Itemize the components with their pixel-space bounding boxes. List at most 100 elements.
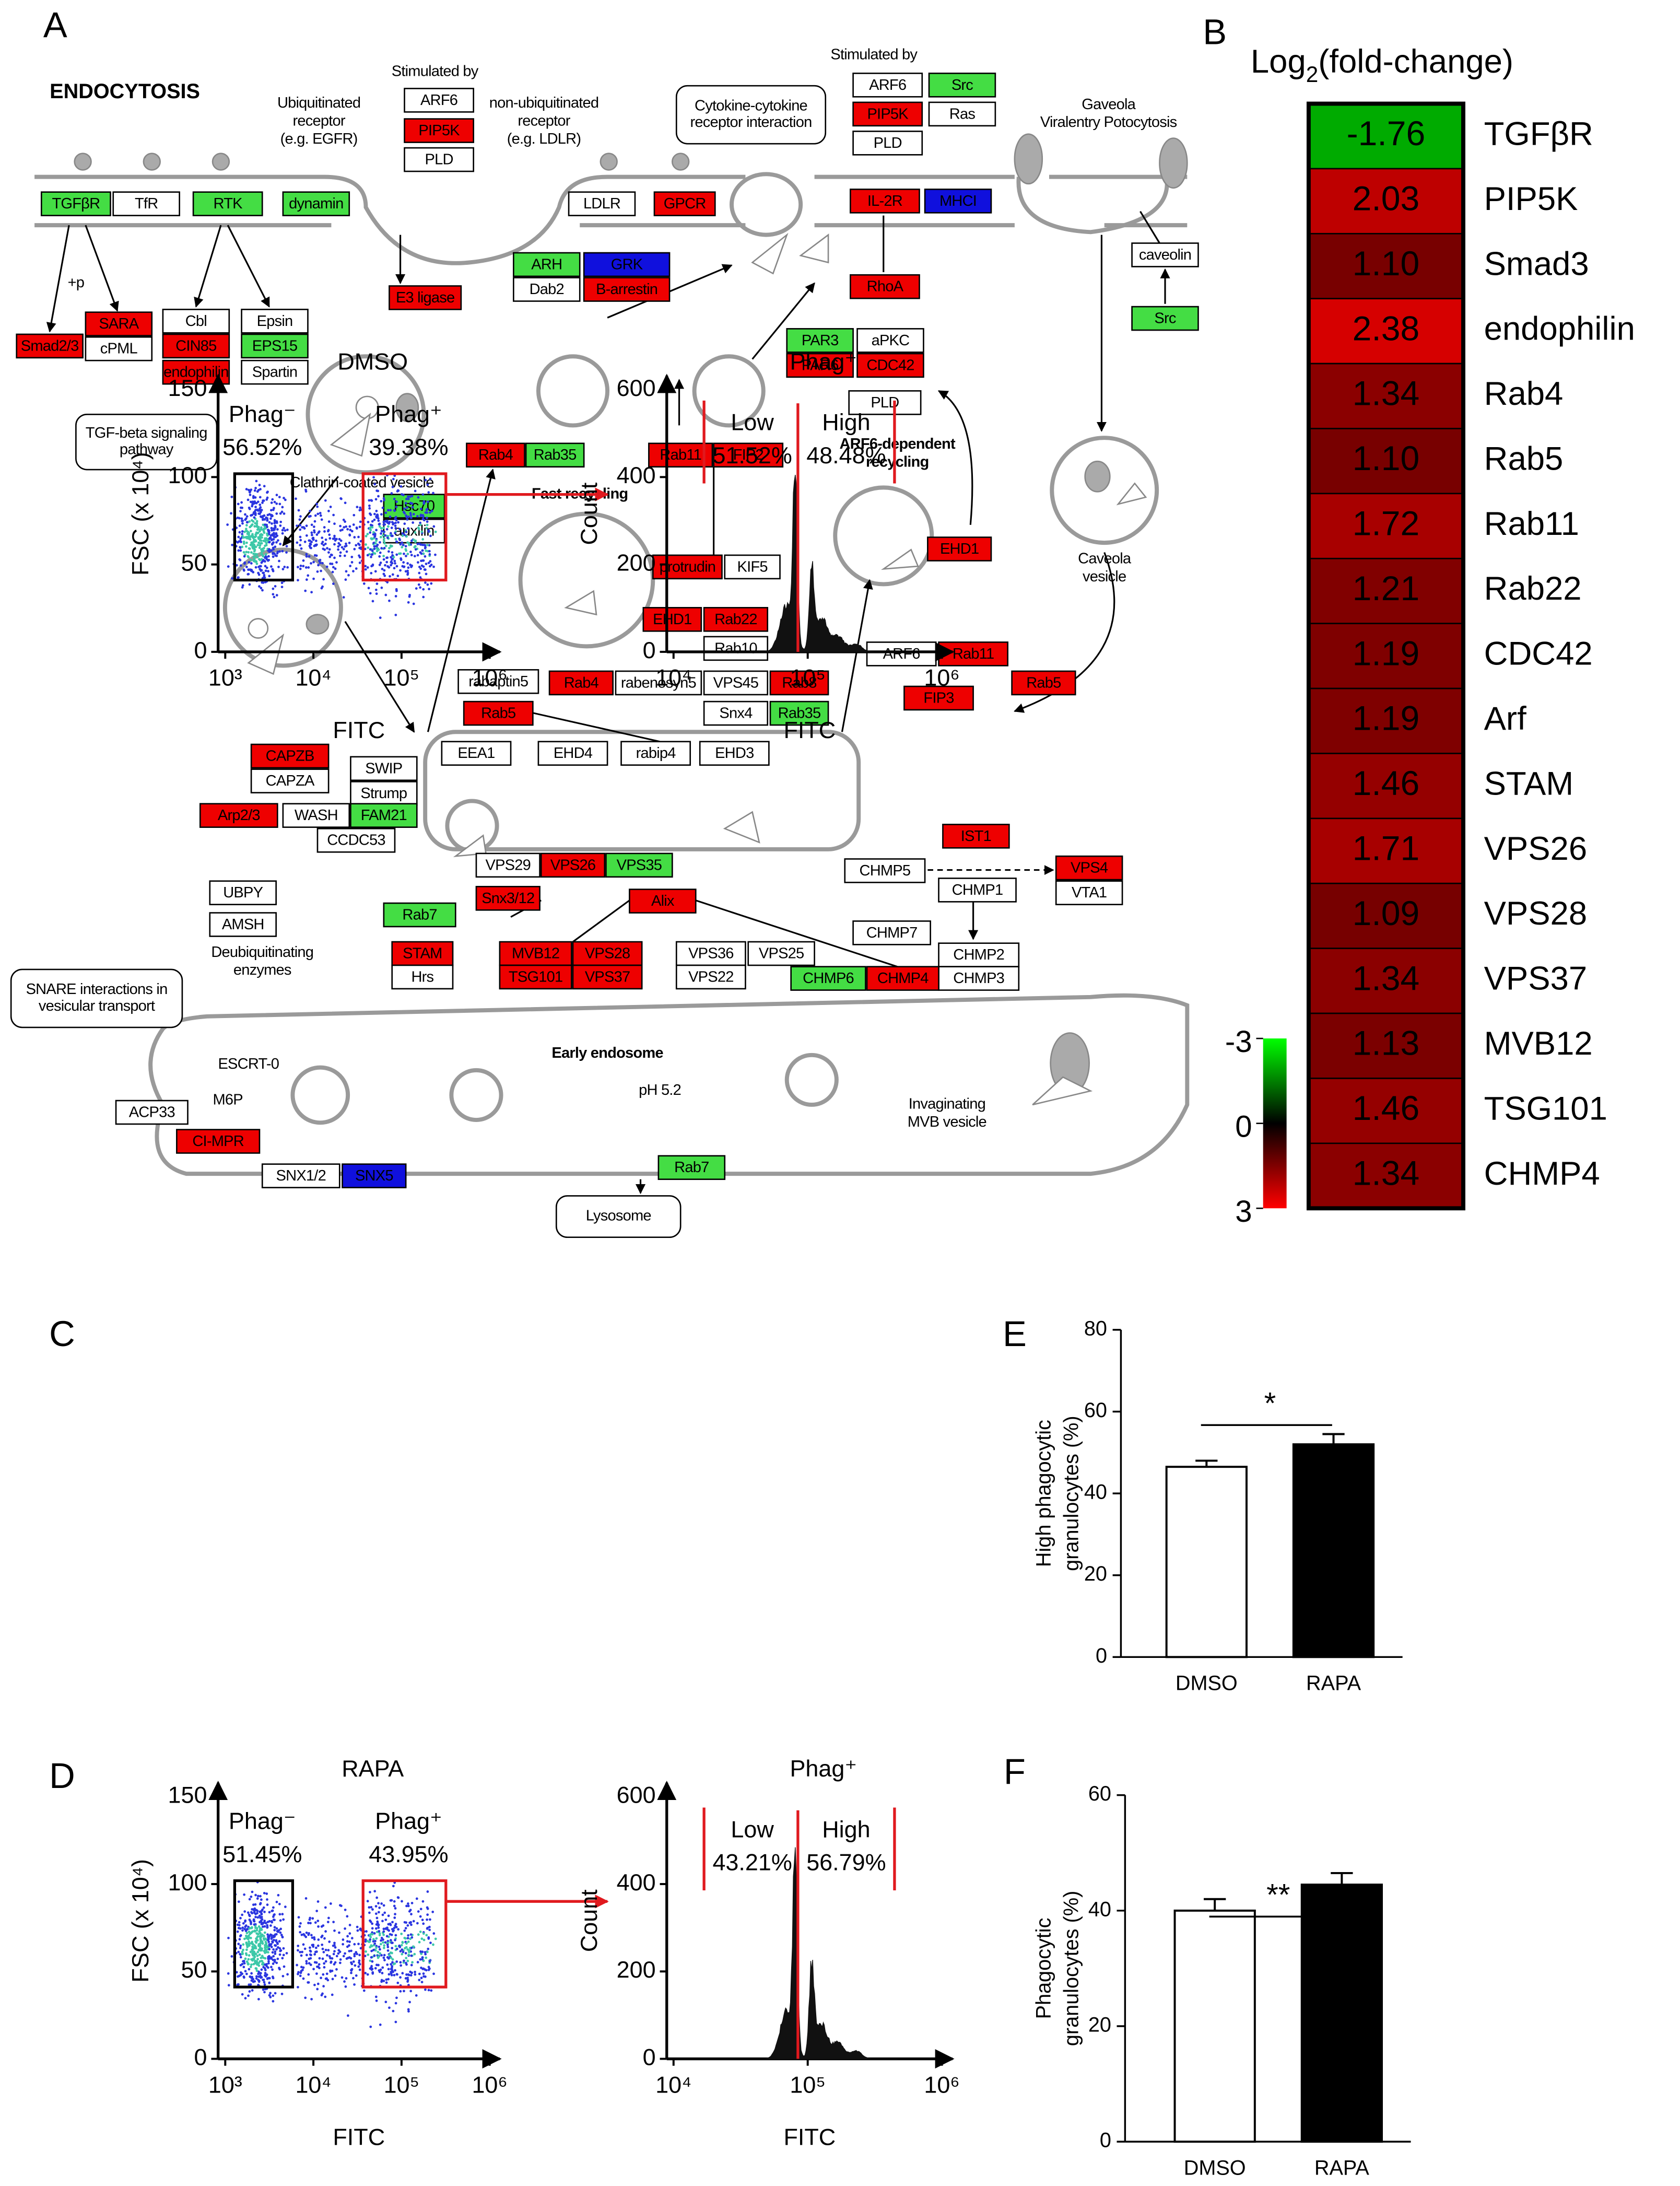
gate-percent: 43.21% — [712, 1849, 792, 1876]
event-dot — [404, 1927, 407, 1930]
gene-label: IL-2R — [867, 193, 902, 209]
event-dot — [237, 1983, 240, 1986]
event-dot — [255, 1969, 259, 1972]
gene-box — [769, 670, 829, 696]
event-dot — [264, 523, 266, 526]
event-dot — [275, 1927, 278, 1930]
event-dot — [332, 566, 335, 569]
event-dot — [321, 562, 324, 565]
event-dot — [266, 1903, 269, 1906]
event-dot — [409, 1933, 413, 1936]
event-dot — [338, 537, 341, 541]
event-dot — [429, 511, 431, 514]
event-dot — [273, 500, 276, 504]
gene-label: VPS45 — [713, 674, 759, 691]
event-dot — [415, 1897, 418, 1900]
event-dot — [394, 1934, 397, 1937]
row-label: CHMP4 — [1484, 1155, 1600, 1192]
event-dot — [335, 1968, 338, 1971]
event-dot — [266, 519, 269, 522]
event-dot — [365, 1930, 368, 1933]
event-dot — [393, 1973, 396, 1977]
event-dot — [283, 527, 285, 530]
event-dot — [405, 514, 408, 517]
event-dot — [299, 528, 302, 531]
y-tick-label: 0 — [643, 637, 656, 663]
event-dot — [358, 1963, 361, 1966]
event-dot — [395, 1960, 398, 1963]
event-dot — [350, 561, 354, 564]
x-tick-label: 10⁴ — [295, 2071, 331, 2098]
event-dot — [403, 565, 405, 568]
event-dot — [398, 539, 402, 542]
event-dot — [265, 566, 268, 569]
event-dot — [383, 1946, 385, 1949]
event-dot — [321, 541, 324, 543]
gene-label: TGFβR — [52, 195, 100, 212]
event-dot — [374, 570, 377, 573]
event-dot — [256, 1950, 260, 1954]
event-dot — [375, 1896, 379, 1899]
event-dot — [422, 1938, 426, 1942]
event-dot — [239, 1927, 242, 1930]
event-dot — [353, 547, 356, 551]
gate-percent: 48.48% — [806, 442, 886, 469]
event-dot — [372, 531, 375, 534]
event-dot — [275, 594, 278, 597]
event-dot — [412, 602, 415, 605]
cell-label: 1.13 — [1353, 1024, 1420, 1063]
event-dot — [338, 1931, 340, 1934]
event-dot — [425, 563, 428, 565]
event-dot — [255, 562, 259, 565]
y-tick-label: 0 — [194, 2043, 207, 2070]
event-dot — [358, 1968, 361, 1971]
event-dot — [299, 524, 302, 527]
colorbar-label: 3 — [1235, 1195, 1252, 1229]
event-dot — [346, 1935, 349, 1938]
heatmap-cell — [1308, 753, 1464, 820]
event-dot — [387, 1929, 391, 1932]
event-dot — [275, 512, 278, 515]
event-dot — [251, 1989, 254, 1992]
gate-name: Low — [731, 1816, 774, 1842]
event-dot — [350, 555, 354, 558]
event-dot — [257, 541, 260, 544]
gene-label: CHMP2 — [953, 946, 1004, 963]
event-dot — [383, 540, 385, 543]
event-dot — [262, 1966, 265, 1969]
event-dot — [328, 533, 331, 536]
event-dot — [257, 1997, 260, 2001]
event-dot — [374, 1939, 377, 1943]
event-dot — [271, 1921, 274, 1924]
event-dot — [307, 1933, 310, 1936]
event-dot — [273, 1960, 276, 1963]
event-dot — [393, 1904, 396, 1908]
event-dot — [318, 1967, 321, 1969]
cell-label: 1.21 — [1353, 569, 1420, 608]
event-dot — [299, 515, 302, 518]
event-dot — [392, 556, 395, 558]
x-axis-label: FITC — [333, 717, 385, 743]
event-dot — [414, 1970, 416, 1973]
event-dot — [276, 1930, 279, 1933]
event-dot — [311, 1917, 314, 1920]
event-dot — [415, 587, 418, 590]
gene-label: GRK — [611, 256, 643, 273]
event-dot — [238, 1921, 241, 1924]
event-dot — [348, 525, 351, 528]
gene-label: Dab2 — [530, 281, 564, 298]
event-dot — [331, 1969, 334, 1972]
gate — [233, 472, 295, 582]
event-dot — [417, 583, 420, 586]
event-dot — [380, 530, 383, 533]
event-dot — [395, 1996, 398, 2000]
event-dot — [389, 575, 391, 578]
event-dot — [244, 1920, 246, 1923]
annotation: enzymes — [233, 962, 291, 978]
gene-label: PLD — [874, 135, 902, 151]
event-dot — [380, 1979, 383, 1982]
event-dot — [324, 1960, 327, 1963]
event-dot — [303, 1934, 306, 1937]
event-dot — [312, 536, 315, 540]
gene-box — [350, 756, 418, 781]
